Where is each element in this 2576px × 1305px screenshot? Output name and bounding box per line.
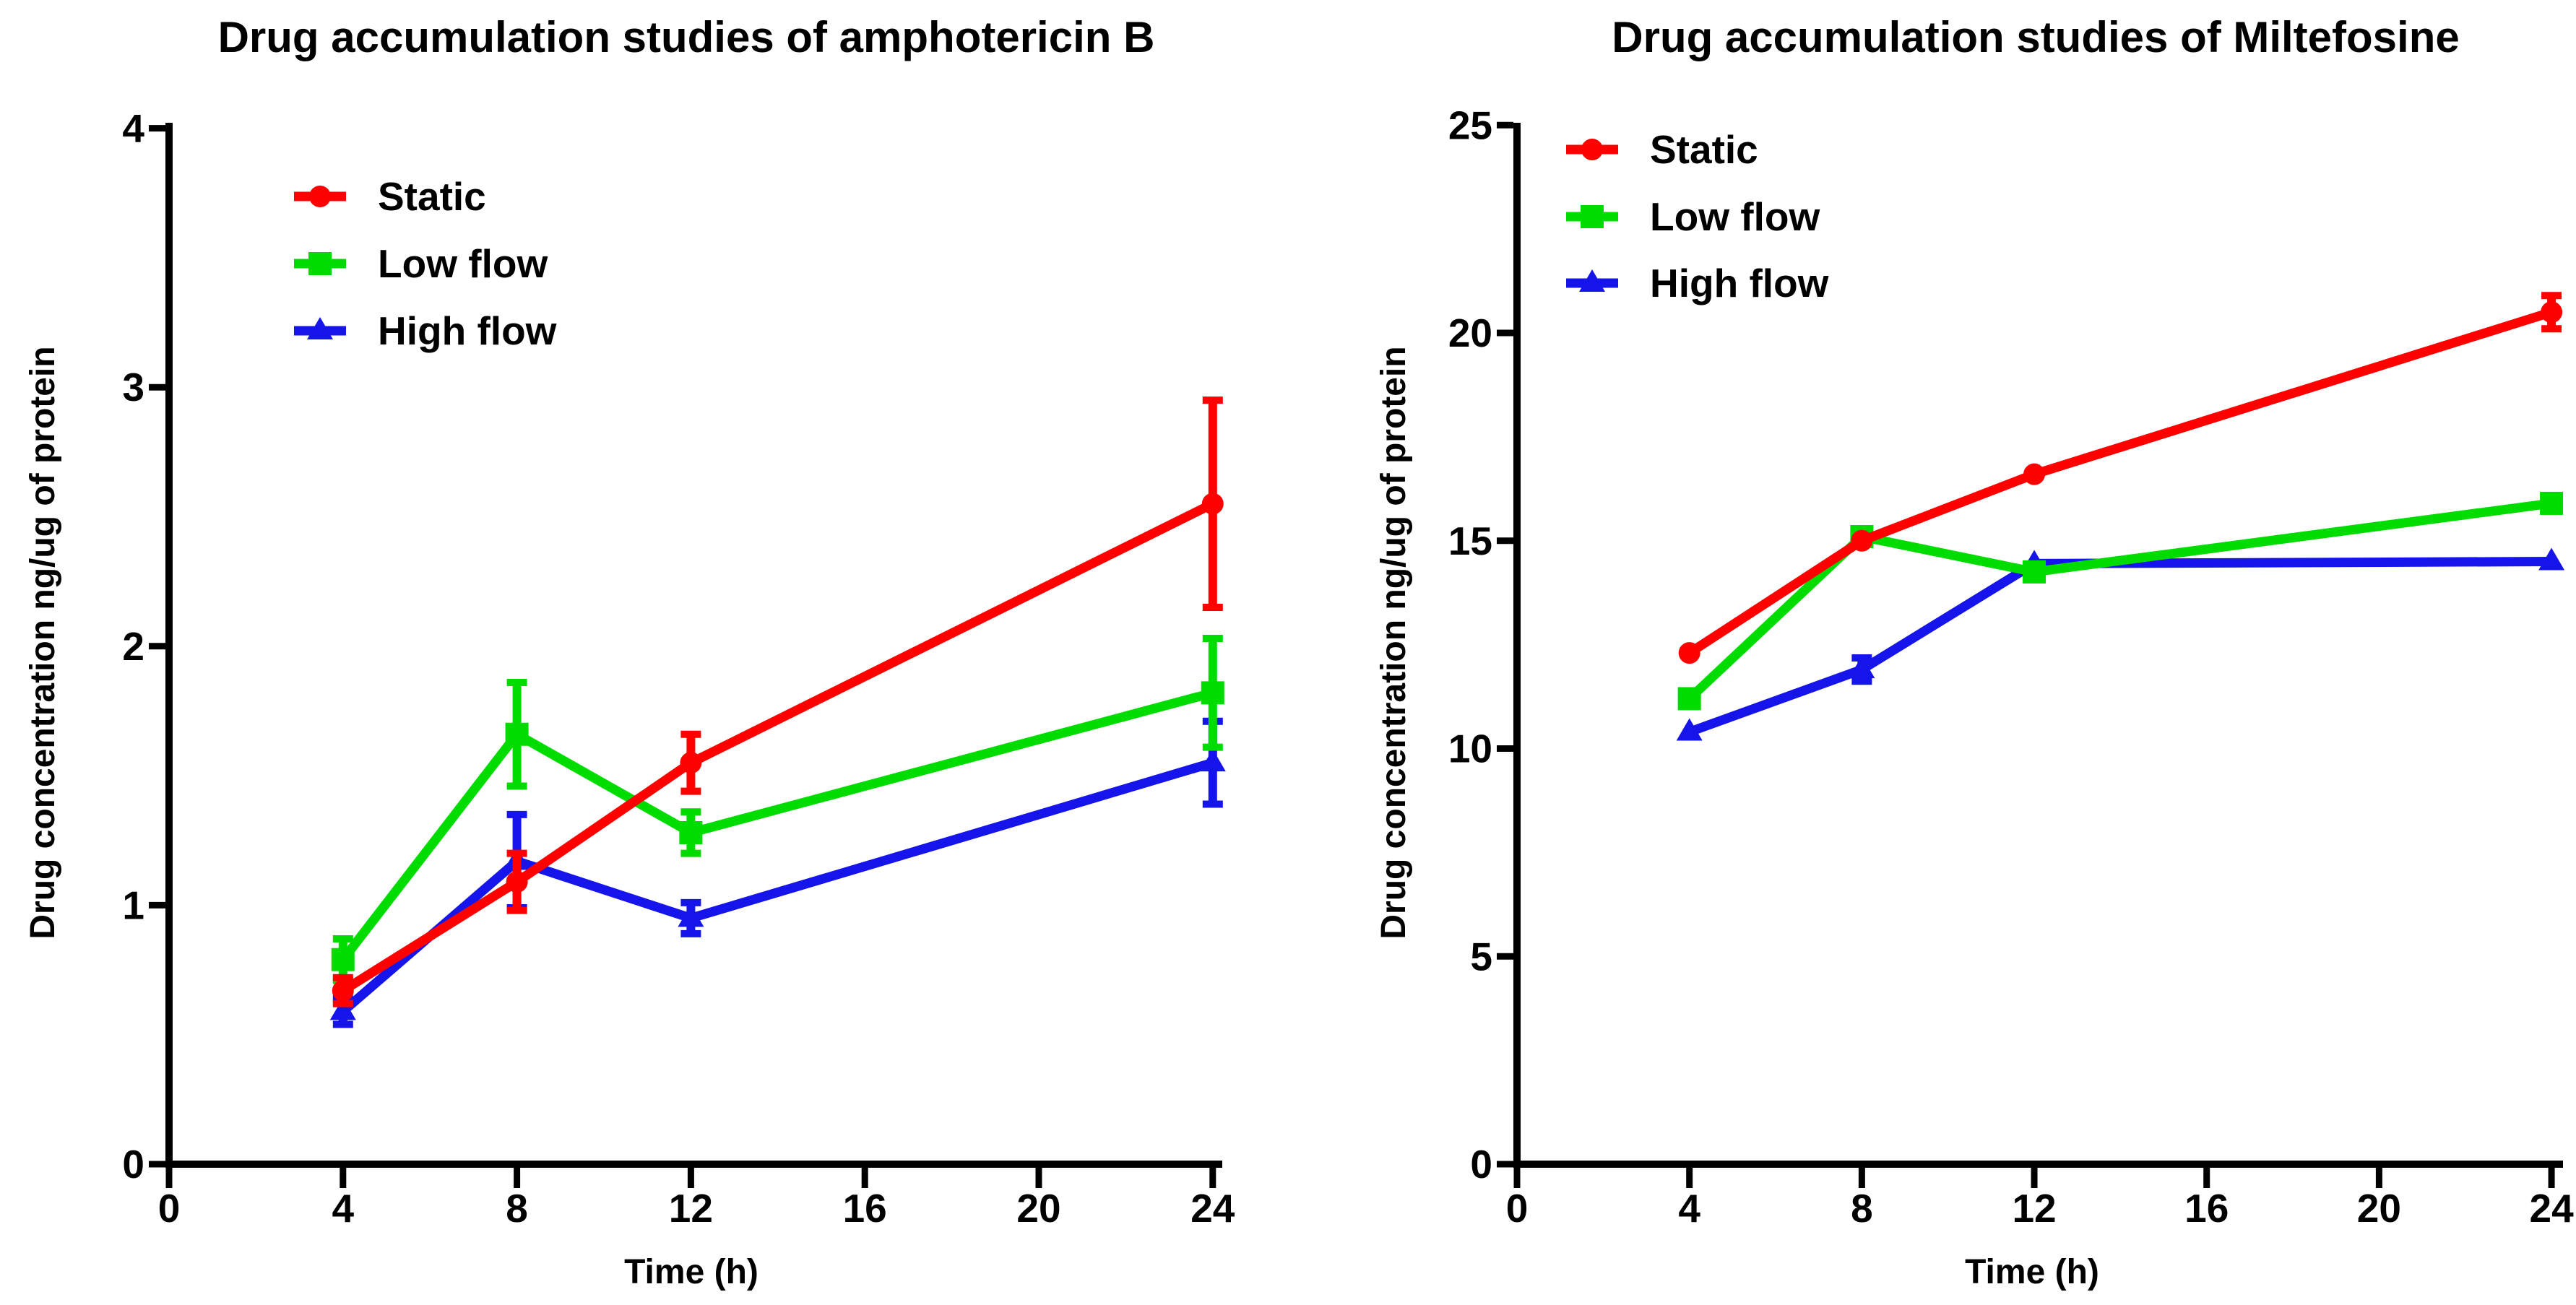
circle-marker	[1678, 642, 1700, 664]
series-high-flow	[329, 717, 1226, 1028]
triangle-marker	[1849, 656, 1875, 679]
legend-label: Low flow	[1650, 194, 1820, 239]
low-flow-series-icon	[294, 252, 346, 275]
legend-item-low-flow: Low flow	[294, 241, 548, 286]
y-tick-label: 3	[122, 365, 144, 409]
static-series-icon	[1566, 139, 1618, 160]
x-tick-label: 16	[843, 1186, 887, 1231]
x-axis-label-left: Time (h)	[624, 1253, 758, 1291]
x-tick-label: 16	[2184, 1186, 2229, 1231]
legend-label: Static	[1650, 127, 1758, 172]
legend-item-low-flow: Low flow	[1566, 194, 1820, 239]
y-axis-label-right: Drug concentration ng/ug of protein	[1375, 346, 1413, 940]
series-line	[339, 688, 1214, 963]
triangle-marker	[1199, 749, 1226, 772]
y-tick-label: 15	[1448, 519, 1492, 563]
x-tick-label: 24	[1190, 1186, 1235, 1231]
legend-label: High flow	[378, 308, 557, 353]
square-marker	[331, 948, 355, 971]
x-tick-label: 24	[2529, 1186, 2574, 1231]
circle-marker	[680, 752, 702, 774]
x-tick-label: 8	[506, 1186, 528, 1231]
chart-title-miltefosine: Drug accumulation studies of Miltefosine	[1612, 13, 2460, 61]
chart-miltefosine: 0 4 8 12 16 20 24 0 5 10 15 20 25	[1448, 103, 2574, 1231]
circle-marker	[506, 871, 528, 893]
static-series-icon	[294, 186, 346, 207]
square-marker	[1677, 687, 1701, 711]
y-tick-label: 0	[122, 1142, 144, 1187]
circle-marker	[2023, 463, 2046, 485]
circle-marker	[1201, 493, 1224, 515]
circle-marker	[332, 979, 354, 1002]
x-tick-label: 12	[669, 1186, 713, 1231]
series-line	[1687, 308, 2554, 657]
y-tick-label: 1	[122, 883, 144, 927]
legend-item-high-flow: High flow	[1566, 264, 1828, 303]
series-line	[340, 499, 1215, 995]
x-tick-label: 0	[158, 1186, 181, 1231]
chart-title-amphotericin-b: Drug accumulation studies of amphoterici…	[217, 13, 1155, 61]
legend-label: Static	[378, 174, 486, 219]
triangle-marker	[1676, 718, 1703, 741]
series-static	[1678, 292, 2563, 664]
square-marker	[2023, 560, 2046, 584]
x-tick-label: 4	[1678, 1186, 1700, 1231]
x-axis-label-right: Time (h)	[1965, 1253, 2099, 1291]
legend-item-static: Static	[294, 174, 486, 219]
series-line	[1687, 557, 2552, 737]
square-marker	[1201, 681, 1224, 705]
x-tick-label: 12	[2012, 1186, 2056, 1231]
square-marker	[505, 722, 529, 746]
low-flow-series-icon	[1566, 205, 1618, 228]
y-tick-label: 5	[1470, 934, 1492, 979]
y-tick-label: 25	[1448, 103, 1492, 147]
y-tick-label: 2	[122, 624, 144, 669]
triangle-marker	[2538, 547, 2565, 571]
y-tick-label: 10	[1448, 727, 1492, 771]
circle-marker	[1851, 529, 1873, 552]
triangle-marker	[678, 904, 704, 927]
x-tick-label: 0	[1506, 1186, 1529, 1231]
series-low-flow	[331, 635, 1224, 984]
triangle-marker	[329, 997, 356, 1020]
series-high-flow	[1676, 547, 2565, 741]
legend-label: Low flow	[378, 241, 548, 286]
y-tick-label: 4	[122, 106, 144, 151]
x-tick-label: 4	[332, 1186, 355, 1231]
circle-marker	[2541, 301, 2563, 324]
legend-item-high-flow: High flow	[294, 308, 557, 353]
x-tick-label: 20	[2357, 1186, 2401, 1231]
high-flow-series-icon	[294, 317, 346, 339]
y-tick-label: 0	[1470, 1142, 1492, 1187]
series-line	[340, 758, 1214, 1015]
x-tick-label: 8	[1851, 1186, 1873, 1231]
square-marker	[2540, 491, 2564, 515]
series-low-flow	[1677, 491, 2564, 711]
square-marker	[679, 820, 703, 844]
y-tick-label: 20	[1448, 311, 1492, 355]
y-axis-label-left: Drug concentration ng/ug of protein	[24, 346, 62, 940]
legend-item-static: Static	[1566, 127, 1758, 172]
legend-label: High flow	[1650, 261, 1829, 305]
series-static	[332, 396, 1224, 1007]
x-tick-label: 20	[1016, 1186, 1060, 1231]
series-line	[1686, 498, 2552, 703]
high-flow-series-icon	[1566, 269, 1618, 292]
